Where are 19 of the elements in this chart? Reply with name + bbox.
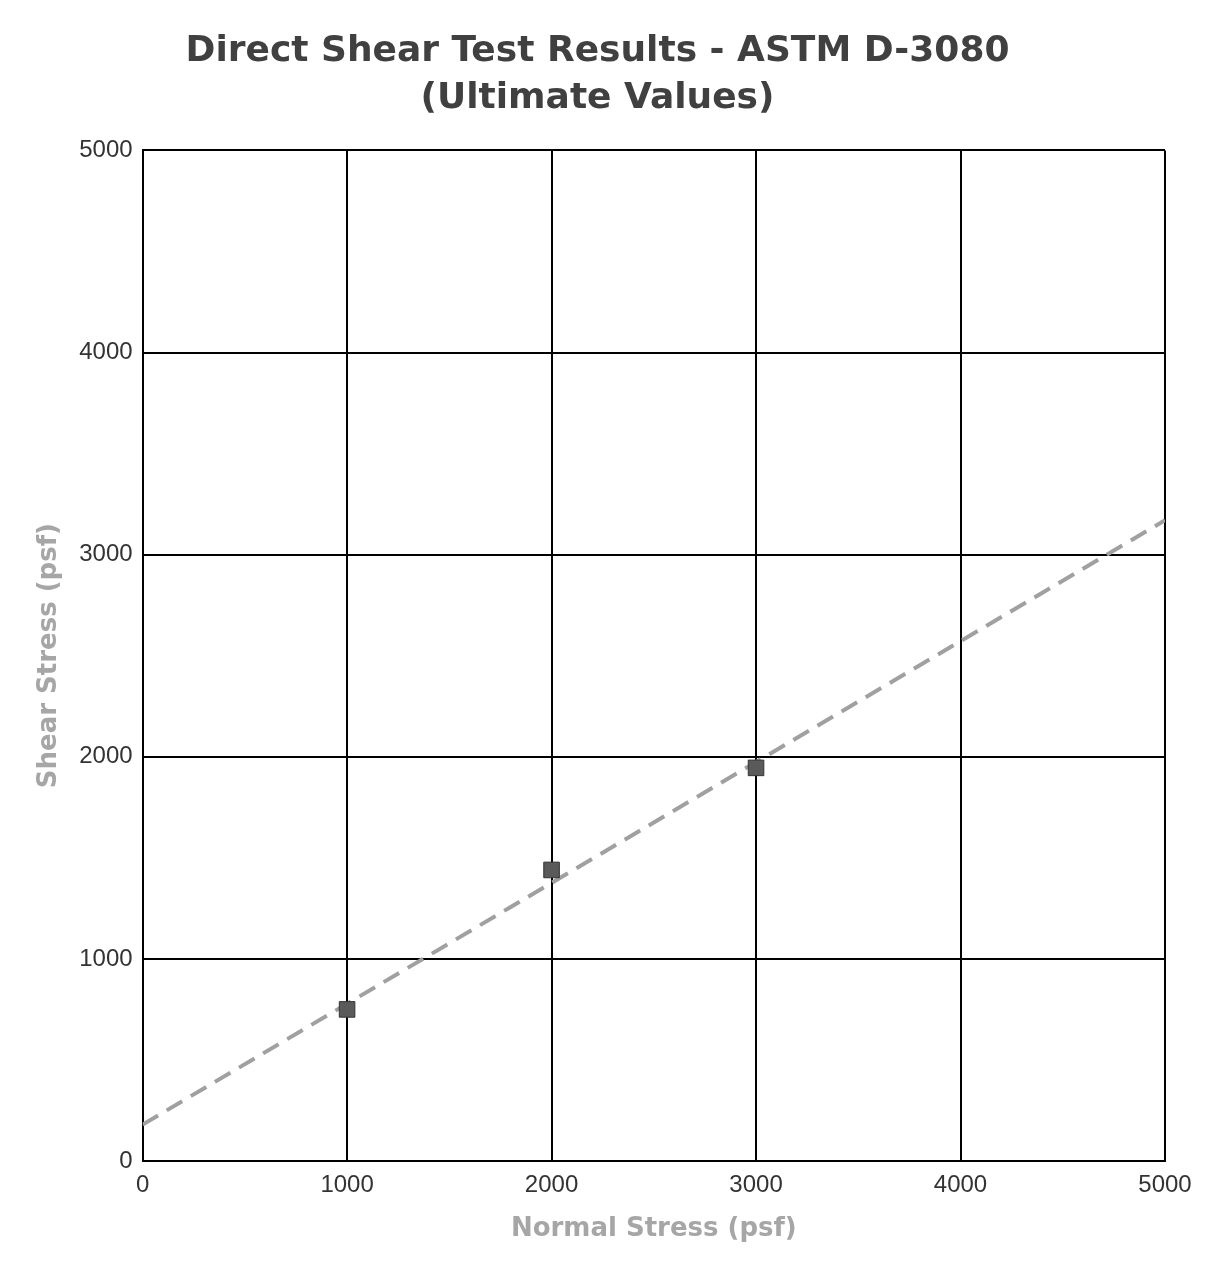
x-axis-title: Normal Stress (psf) <box>510 1212 797 1243</box>
x-tick-label: 2000 <box>524 1170 579 1198</box>
chart-title: Direct Shear Test Results - ASTM D-3080 <box>185 27 1010 69</box>
y-tick-label: 2000 <box>79 741 133 769</box>
point <box>747 759 765 777</box>
y-tick-label: 5000 <box>79 135 133 163</box>
point <box>338 1001 356 1018</box>
x-tick-label: 4000 <box>933 1170 988 1198</box>
point <box>543 861 560 879</box>
y-axis-title: Shear Stress (psf) <box>32 523 63 789</box>
y-tick-label: 1000 <box>79 943 133 971</box>
x-tick-label: 1000 <box>320 1170 374 1198</box>
y-tick-label: 0 <box>119 1145 133 1173</box>
x-tick-label: 0 <box>135 1170 150 1198</box>
y-tick-label: 4000 <box>79 337 133 365</box>
y-tick-label: 3000 <box>79 539 133 567</box>
x-tick-label: 5000 <box>1138 1170 1192 1198</box>
chart-subtitle: (Ultimate Values) <box>420 75 775 117</box>
x-tick-label: 3000 <box>729 1170 783 1198</box>
